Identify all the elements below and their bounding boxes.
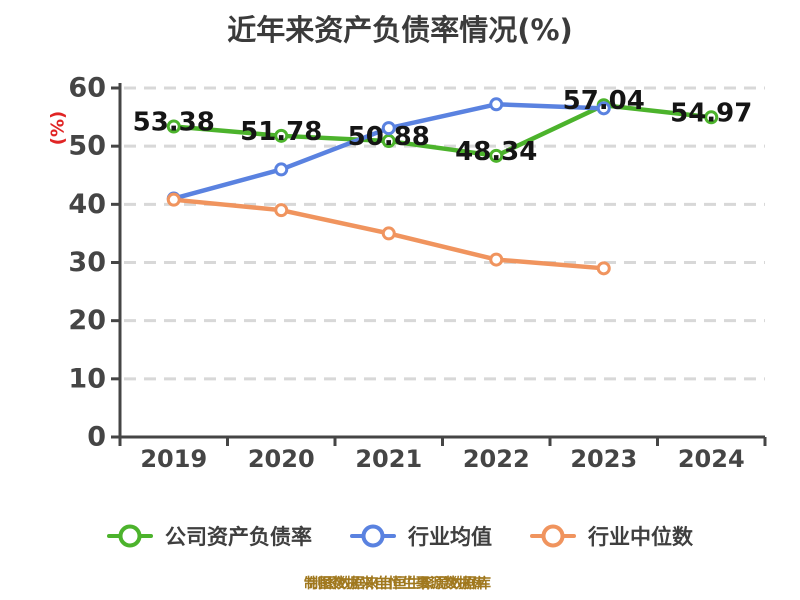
- data-point-industry_mean: [489, 97, 504, 112]
- y-tick-label: 30: [68, 247, 106, 278]
- legend-item-industry-median: 行业中位数: [530, 521, 693, 551]
- legend-circle-icon: [541, 524, 565, 548]
- data-point-industry_median: [596, 261, 611, 276]
- x-tick-label: 2020: [248, 445, 315, 473]
- data-point-company: [704, 110, 719, 125]
- data-point-industry_median: [489, 252, 504, 267]
- data-point-industry_mean: [274, 162, 289, 177]
- y-tick-label: 50: [68, 131, 106, 162]
- legend-circle-icon: [118, 524, 142, 548]
- data-source-watermark: 制图数据来自恒生聚源数据库: [309, 576, 491, 592]
- value-label: 48.34: [455, 137, 537, 167]
- y-tick-label: 60: [68, 73, 106, 104]
- data-point-company: [166, 119, 181, 134]
- x-tick-label: 2022: [463, 445, 530, 473]
- value-label: 57.04: [563, 86, 645, 116]
- legend-item-company: 公司资产负债率: [107, 521, 312, 551]
- legend-label-industry-mean: 行业均值: [408, 525, 492, 549]
- data-point-industry_mean: [381, 121, 396, 136]
- legend-label-industry-median: 行业中位数: [588, 525, 693, 549]
- y-tick-label: 40: [68, 189, 106, 220]
- data-point-industry_median: [274, 203, 289, 218]
- value-label: 54.97: [670, 98, 752, 128]
- chart-title: 近年来资产负债率情况(%): [227, 13, 573, 47]
- y-tick-label: 10: [68, 363, 106, 394]
- data-point-industry_mean: [596, 101, 611, 116]
- legend-item-industry-mean: 行业均值: [350, 521, 492, 551]
- legend-label-company: 公司资产负债率: [165, 525, 312, 549]
- x-tick-label: 2024: [678, 445, 745, 473]
- series-line-company: [171, 102, 714, 159]
- value-label: 51.78: [240, 117, 322, 147]
- legend-marker-industry-median: [530, 523, 576, 549]
- data-point-industry_median: [166, 192, 181, 207]
- data-point-company: [274, 128, 289, 143]
- x-tick-label: 2019: [140, 445, 207, 473]
- legend-circle-icon: [361, 524, 385, 548]
- legend-marker-industry-mean: [350, 523, 396, 549]
- data-point-company: [381, 134, 396, 149]
- value-label: 53.38: [133, 108, 215, 138]
- y-axis-title: (%): [48, 111, 69, 146]
- y-tick-label: 0: [87, 422, 106, 453]
- data-point-company: [489, 148, 504, 163]
- legend-marker-company: [107, 523, 153, 549]
- legend: 公司资产负债率 行业均值 行业中位数: [0, 521, 800, 551]
- y-tick-label: 20: [68, 305, 106, 336]
- x-tick-label: 2023: [570, 445, 637, 473]
- data-point-industry_median: [381, 226, 396, 241]
- value-label: 50.88: [348, 122, 430, 152]
- x-tick-label: 2021: [355, 445, 422, 473]
